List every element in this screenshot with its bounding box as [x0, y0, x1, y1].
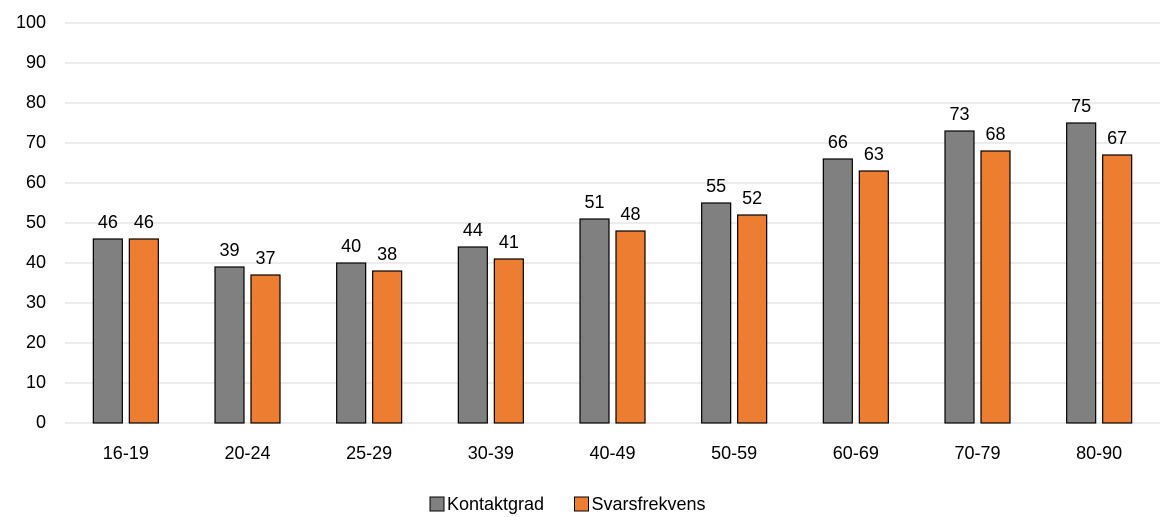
bar: [493, 258, 524, 424]
x-tick-label: 70-79: [954, 443, 1000, 463]
x-tick-label: 80-90: [1076, 443, 1122, 463]
y-tick-label: 50: [26, 212, 46, 232]
legend-label: Kontaktgrad: [447, 494, 544, 514]
y-tick-label: 10: [26, 372, 46, 392]
data-label: 38: [377, 244, 397, 264]
y-tick-label: 80: [26, 92, 46, 112]
legend-swatch: [574, 496, 589, 512]
bar: [128, 238, 159, 424]
data-label: 39: [219, 240, 239, 260]
bar: [858, 170, 889, 424]
x-tick-label: 20-24: [224, 443, 270, 463]
bar: [336, 262, 367, 424]
bar: [737, 214, 768, 424]
y-tick-label: 40: [26, 252, 46, 272]
data-label: 46: [134, 212, 154, 232]
data-label: 41: [499, 232, 519, 252]
bar: [250, 274, 281, 424]
bar: [92, 238, 123, 424]
x-tick-label: 50-59: [711, 443, 757, 463]
data-label: 55: [706, 176, 726, 196]
bar: [944, 130, 975, 424]
x-tick-label: 16-19: [103, 443, 149, 463]
data-label: 67: [1107, 128, 1127, 148]
x-tick-label: 25-29: [346, 443, 392, 463]
bar: [1102, 154, 1133, 424]
data-label: 37: [255, 248, 275, 268]
data-label: 48: [620, 204, 640, 224]
data-label: 52: [742, 188, 762, 208]
y-tick-label: 20: [26, 332, 46, 352]
y-tick-label: 90: [26, 52, 46, 72]
data-label: 40: [341, 236, 361, 256]
y-tick-label: 60: [26, 172, 46, 192]
data-label: 68: [985, 124, 1005, 144]
y-tick-label: 70: [26, 132, 46, 152]
data-label: 73: [949, 104, 969, 124]
data-label: 51: [584, 192, 604, 212]
legend-swatch: [429, 496, 445, 512]
bar: [701, 202, 732, 424]
data-label: 75: [1071, 96, 1091, 116]
bar: [980, 150, 1011, 424]
x-tick-label: 40-49: [589, 443, 635, 463]
bar: [615, 230, 646, 424]
bar: [822, 158, 853, 424]
legend-label: Svarsfrekvens: [592, 494, 706, 514]
x-tick-label: 60-69: [833, 443, 879, 463]
x-tick-label: 30-39: [468, 443, 514, 463]
bar: [457, 246, 488, 424]
y-tick-label: 0: [36, 412, 46, 432]
bar: [214, 266, 245, 424]
y-tick-label: 100: [16, 12, 46, 32]
data-label: 63: [864, 144, 884, 164]
bar: [372, 270, 403, 424]
data-label: 44: [463, 220, 483, 240]
bar: [1066, 122, 1097, 424]
y-tick-label: 30: [26, 292, 46, 312]
data-label: 66: [828, 132, 848, 152]
bar: [579, 218, 610, 424]
data-label: 46: [98, 212, 118, 232]
